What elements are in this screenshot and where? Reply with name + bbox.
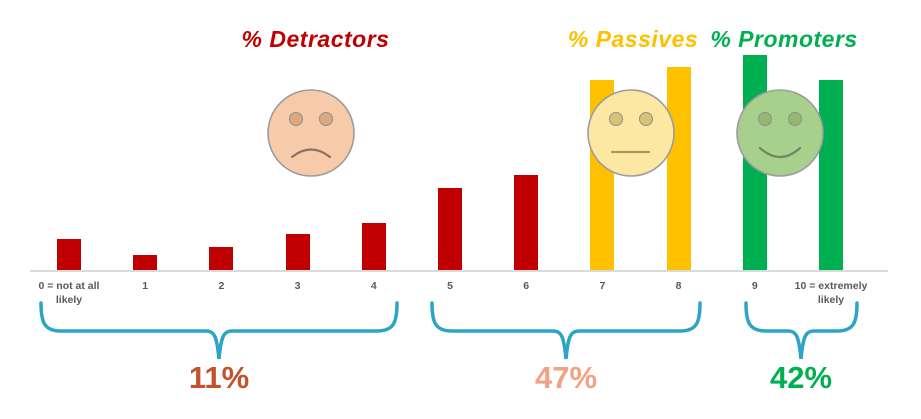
happy-face-left-eye — [758, 112, 772, 126]
promoters-title: % Promoters — [710, 26, 858, 52]
happy-face-right-eye — [788, 112, 802, 126]
passives-title: % Passives — [567, 26, 699, 52]
bar-score-6 — [514, 175, 539, 270]
bar-score-2 — [209, 247, 234, 270]
tick-label-2: 2 — [218, 280, 225, 292]
sad-face-left-eye — [289, 112, 303, 126]
bar-score-5 — [438, 188, 462, 270]
brace-5-8 — [430, 301, 702, 360]
bar-score-10 — [819, 80, 843, 270]
happy-face-head — [736, 89, 824, 177]
sad-face-frown-mouth — [290, 148, 332, 159]
detractors-title: % Detractors — [241, 26, 390, 52]
tick-label-10: 10 = extremely likely — [794, 280, 868, 307]
brace-9-10 — [744, 301, 859, 360]
bracket-percent-5-8: 47% — [534, 360, 598, 395]
bar-score-3 — [285, 234, 310, 270]
bar-score-0 — [57, 239, 81, 270]
bar-score-1 — [133, 255, 158, 270]
tick-label-9: 9 — [751, 280, 758, 292]
sad-face-icon — [267, 89, 355, 177]
bar-score-8 — [666, 67, 691, 270]
neutral-face-left-eye — [609, 112, 623, 126]
x-axis-line — [30, 270, 888, 272]
tick-label-5: 5 — [447, 280, 453, 292]
sad-face-right-eye — [319, 112, 333, 126]
neutral-face-right-eye — [639, 112, 653, 126]
bracket-percent-0-4: 11% — [188, 360, 250, 395]
bracket-percent-9-10: 42% — [769, 360, 833, 395]
neutral-face-head — [587, 89, 675, 177]
neutral-face-icon — [587, 89, 675, 177]
tick-label-6: 6 — [523, 280, 530, 292]
tick-label-8: 8 — [675, 280, 682, 292]
tick-label-7: 7 — [599, 280, 606, 292]
bar-score-4 — [361, 223, 386, 270]
sad-face-head — [267, 89, 355, 177]
brace-0-4 — [39, 301, 399, 360]
tick-label-1: 1 — [142, 280, 149, 292]
tick-label-3: 3 — [294, 280, 301, 292]
tick-label-4: 4 — [370, 280, 377, 292]
happy-face-icon — [736, 89, 824, 177]
happy-face-smile-mouth — [758, 146, 802, 159]
